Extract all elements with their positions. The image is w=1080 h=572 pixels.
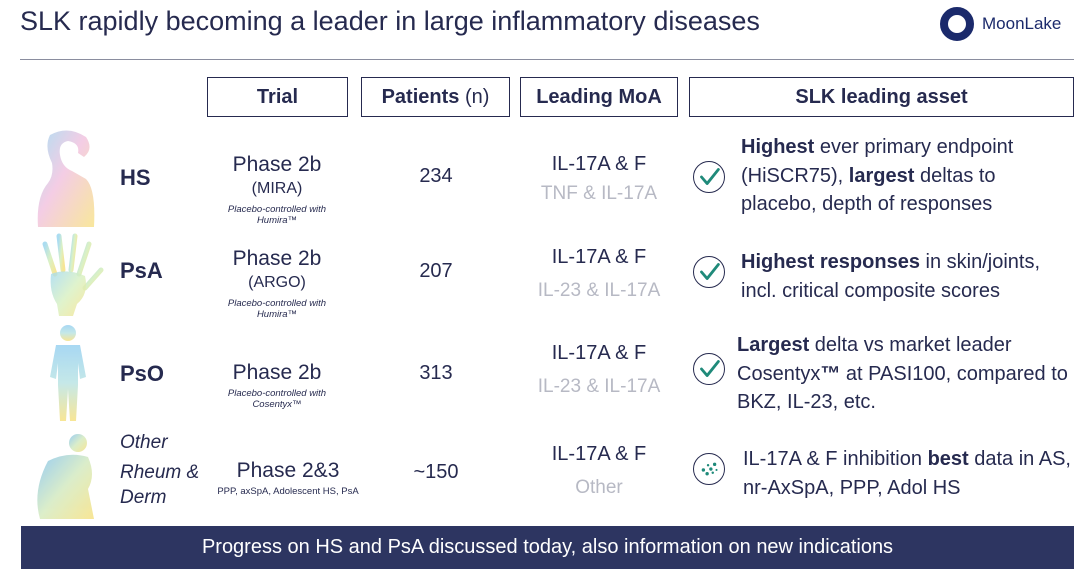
asset-description: Highest responses in skin/joints, incl. … [741, 248, 1071, 305]
moa-cell: IL-17A & F IL-23 & IL-17A [520, 340, 678, 400]
page-title: SLK rapidly becoming a leader in large i… [20, 6, 760, 36]
moon-logo-icon [940, 7, 974, 41]
trial-note: PPP, axSpA, Adolescent HS, PsA [217, 486, 359, 497]
other-body-figure-icon [37, 434, 94, 519]
trial-cell: Phase 2b (ARGO) Placebo-controlled with … [208, 247, 346, 320]
moa-cell: IL-17A & F TNF & IL-17A [520, 151, 678, 207]
trial-cell: Phase 2b Placebo-controlled with Cosenty… [208, 361, 346, 410]
asset-bold-1: best [927, 448, 969, 470]
pso-body-figure-icon [50, 325, 86, 421]
header-moa: Leading MoA [520, 77, 678, 117]
indication-line-3: Derm [120, 487, 167, 508]
dotted-check-circle-icon [693, 453, 725, 485]
moa-cell: IL-17A & F Other [520, 441, 678, 501]
moa-cell: IL-17A & F IL-23 & IL-17A [520, 244, 678, 304]
asset-text-1: delta vs market leader Cosentyx [737, 334, 1012, 385]
trial-note: Placebo-controlled with Humira™ [227, 204, 327, 226]
asset-text-2: data in AS, nr-AxSpA, PPP, Adol HS [743, 448, 1071, 499]
trial-code: (MIRA) [251, 180, 303, 197]
header-trial-label: Trial [256, 85, 299, 108]
asset-text-2: at PASI100, compared to BKZ, IL-23, etc. [737, 362, 1068, 414]
indication-label: HS [120, 165, 151, 190]
trial-cell: Phase 2b (MIRA) Placebo-controlled with … [208, 153, 346, 226]
trial-note: Placebo-controlled with Cosentyx™ [227, 388, 327, 410]
psa-hand-icon [42, 233, 104, 316]
asset-description: Highest ever primary endpoint (HiSCR75),… [741, 133, 1071, 219]
check-circle-icon [693, 353, 725, 385]
header-patients: Patients (n) [361, 77, 510, 117]
asset-bold-1: Highest responses [741, 251, 920, 273]
asset-bold-2: ™ [820, 362, 841, 385]
header-trial: Trial [207, 77, 348, 117]
trial-phase: Phase 2b [232, 247, 322, 270]
asset-description: IL-17A & F inhibition best data in AS, n… [743, 445, 1073, 502]
asset-text-1: in skin/joints, incl. critical composite… [741, 251, 1041, 302]
trial-phase: Phase 2b [232, 153, 322, 176]
check-circle-icon [693, 161, 725, 193]
indication-label: PsO [120, 361, 165, 386]
header-moa-label: Leading MoA [536, 85, 662, 108]
moa-primary: IL-17A & F [551, 246, 647, 268]
moa-secondary: Other [575, 477, 623, 498]
asset-text-2: deltas to placebo, depth of responses [741, 164, 996, 216]
patients-count: ~150 [413, 461, 459, 483]
indication-line-2: Rheum & [120, 462, 200, 483]
moonlake-logo: MoonLake [940, 7, 1061, 41]
moa-secondary: TNF & IL-17A [540, 183, 658, 204]
indication-label-other: Other Rheum & Derm [120, 429, 199, 512]
asset-bold-1: Largest [737, 334, 810, 356]
asset-text-1: ever primary endpoint (HiSCR75), [741, 136, 1014, 187]
indication-label: PsA [120, 258, 163, 283]
patients-count: 207 [419, 260, 453, 282]
trial-cell: Phase 2&3 PPP, axSpA, Adolescent HS, PsA [214, 459, 362, 497]
moa-secondary: IL-23 & IL-17A [537, 376, 661, 397]
moa-secondary: IL-23 & IL-17A [537, 280, 661, 301]
logo-text: MoonLake [982, 14, 1062, 33]
title-divider [20, 59, 1074, 60]
moa-primary: IL-17A & F [551, 153, 647, 175]
trial-code: (ARGO) [248, 274, 306, 291]
moa-primary: IL-17A & F [551, 342, 647, 364]
hs-body-figure-icon [37, 130, 95, 227]
summary-banner: Progress on HS and PsA discussed today, … [21, 526, 1074, 569]
indication-line-1: Other [120, 432, 168, 453]
moa-primary: IL-17A & F [551, 443, 647, 465]
header-patients-label: Patients [381, 85, 460, 108]
trial-note: Placebo-controlled with Humira™ [227, 298, 327, 320]
trial-phase: Phase 2&3 [236, 459, 340, 482]
patients-count: 313 [419, 362, 453, 384]
asset-text-1: IL-17A & F inhibition [743, 448, 928, 470]
check-circle-icon [693, 256, 725, 288]
asset-description: Largest delta vs market leader Cosentyx™… [737, 331, 1072, 417]
trial-phase: Phase 2b [232, 361, 322, 384]
header-asset-label: SLK leading asset [795, 85, 968, 108]
header-patients-unit: (n) [464, 85, 490, 108]
header-asset: SLK leading asset [689, 77, 1074, 117]
asset-bold-2: largest [848, 164, 915, 187]
patients-count: 234 [419, 165, 453, 187]
asset-bold-1: Highest [741, 136, 815, 158]
summary-banner-text: Progress on HS and PsA discussed today, … [201, 536, 894, 558]
